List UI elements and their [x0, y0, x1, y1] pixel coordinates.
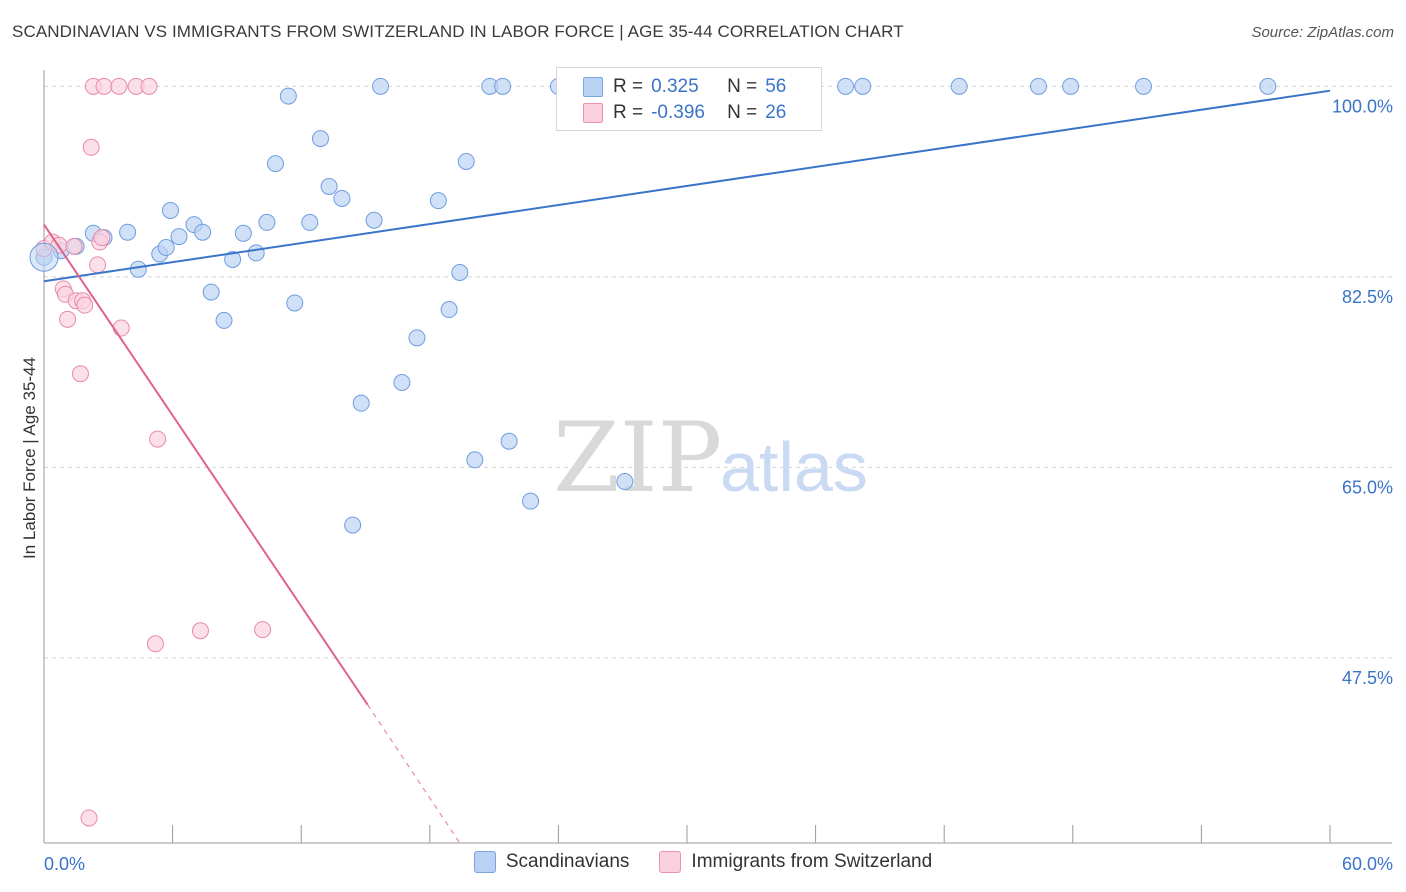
watermark: ZIP atlas: [553, 402, 868, 514]
scandinavian-point: [451, 264, 469, 282]
trend-layer: [43, 89, 1331, 844]
legend-swatch-immigrants: [583, 103, 603, 123]
scandinavian-point: [344, 516, 362, 534]
n-value: 56: [765, 76, 787, 97]
scandinavian-point: [365, 211, 383, 229]
immigrant-point: [149, 430, 167, 448]
series-legend-item-scandinavians[interactable]: Scandinavians: [473, 851, 630, 873]
scandinavian-point: [429, 192, 447, 210]
immigrant-point: [191, 622, 209, 640]
series-swatch-scandinavians: [473, 851, 496, 873]
immigrant-point: [80, 809, 98, 827]
scandinavian-point: [522, 492, 540, 510]
scandinavian-point: [1135, 77, 1153, 95]
scandinavian-point: [311, 130, 329, 148]
scandinavian-point: [1259, 77, 1277, 95]
scandinavian-point: [194, 223, 212, 241]
scandinavian-point: [286, 294, 304, 312]
axis-layer: [43, 70, 1392, 844]
scandinavian-point: [466, 451, 484, 469]
scandinavian-point: [1062, 77, 1080, 95]
scandinavian-point: [500, 432, 518, 450]
series-swatch-immigrants: [659, 851, 682, 873]
scandinavian-point: [352, 394, 370, 412]
scandinavian-point: [333, 189, 351, 207]
r-label: R =: [613, 102, 644, 123]
tick-labels: 100.0% 82.5% 65.0% 47.5% 0.0% 60.0%: [44, 96, 1393, 874]
r-value: 0.325: [651, 76, 699, 97]
series-legend-item-immigrants[interactable]: Immigrants from Switzerland: [659, 851, 932, 873]
scandinavian-point: [372, 77, 390, 95]
immigrant-point: [110, 77, 128, 95]
scandinavian-point: [129, 260, 147, 278]
y-tick-label: 47.5%: [1342, 668, 1393, 688]
scandinavian-point: [440, 301, 458, 319]
scandinavian-point: [494, 77, 512, 95]
y-tick-label: 65.0%: [1342, 477, 1393, 497]
n-value: 26: [765, 102, 787, 123]
x-tick-label: 0.0%: [44, 854, 85, 874]
n-label: N =: [727, 76, 758, 97]
scandinavian-point: [161, 201, 179, 219]
scandinavian-point: [202, 283, 220, 301]
stats-legend-row-scandinavians: R = 0.325 N = 56: [583, 74, 786, 100]
watermark-atlas: atlas: [720, 428, 868, 506]
series-label-scandinavians: Scandinavians: [505, 851, 630, 872]
scandinavian-point: [950, 77, 968, 95]
scandinavian-point: [157, 238, 175, 256]
scandinavian-point: [320, 177, 338, 195]
stats-legend: R = 0.325 N = 56 R = -0.396 N = 26: [556, 67, 822, 131]
source-label: Source: ZipAtlas.com: [1251, 24, 1394, 41]
scandinavian-point: [279, 87, 297, 105]
immigrant-point: [254, 621, 272, 639]
scandinavian-point: [837, 77, 855, 95]
scandinavian-point: [408, 329, 426, 347]
series-legend: Scandinavians Immigrants from Switzerlan…: [0, 851, 1406, 873]
n-label: N =: [727, 102, 758, 123]
immigrant-trend-line: [43, 224, 369, 706]
immigrant-point: [65, 237, 83, 255]
scandinavian-point: [301, 213, 319, 231]
series-label-immigrants: Immigrants from Switzerland: [691, 851, 933, 872]
points-layer: [29, 77, 1277, 827]
legend-swatch-scandinavians: [583, 77, 603, 97]
stats-legend-row-immigrants: R = -0.396 N = 26: [583, 100, 786, 126]
scandinavian-point: [247, 244, 265, 262]
scandinavian-point-cluster: [29, 242, 59, 272]
r-label: R =: [613, 76, 644, 97]
immigrant-point: [82, 138, 100, 156]
scandinavian-trend-line: [43, 89, 1331, 283]
immigrant-point: [112, 319, 130, 337]
scandinavian-point: [1030, 77, 1048, 95]
immigrant-point: [76, 296, 94, 314]
scandinavian-point: [119, 223, 137, 241]
immigrant-point: [93, 229, 111, 247]
scandinavian-point: [234, 224, 252, 242]
scandinavian-point: [258, 213, 276, 231]
immigrant-point: [71, 365, 89, 383]
scandinavian-point: [854, 77, 872, 95]
immigrant-point: [95, 77, 113, 95]
grid-layer: [44, 85, 1392, 659]
y-tick-label: 100.0%: [1332, 96, 1393, 116]
scandinavian-point: [393, 373, 411, 391]
x-tick-label: 60.0%: [1342, 854, 1393, 874]
r-value: -0.396: [651, 102, 705, 123]
immigrant-point: [146, 635, 164, 653]
scandinavian-point: [616, 473, 634, 491]
scandinavian-point: [224, 250, 242, 268]
immigrant-point: [59, 310, 77, 328]
scandinavian-point: [170, 228, 188, 246]
immigrant-point: [140, 77, 158, 95]
scandinavian-point: [457, 152, 475, 170]
watermark-zip: ZIP: [553, 402, 722, 514]
scandinavian-point: [215, 311, 233, 329]
y-tick-label: 82.5%: [1342, 287, 1393, 307]
chart-title: SCANDINAVIAN VS IMMIGRANTS FROM SWITZERL…: [12, 22, 904, 41]
immigrant-point: [89, 256, 107, 274]
immigrant-trend-extension: [367, 704, 461, 844]
scandinavian-point: [266, 155, 284, 173]
